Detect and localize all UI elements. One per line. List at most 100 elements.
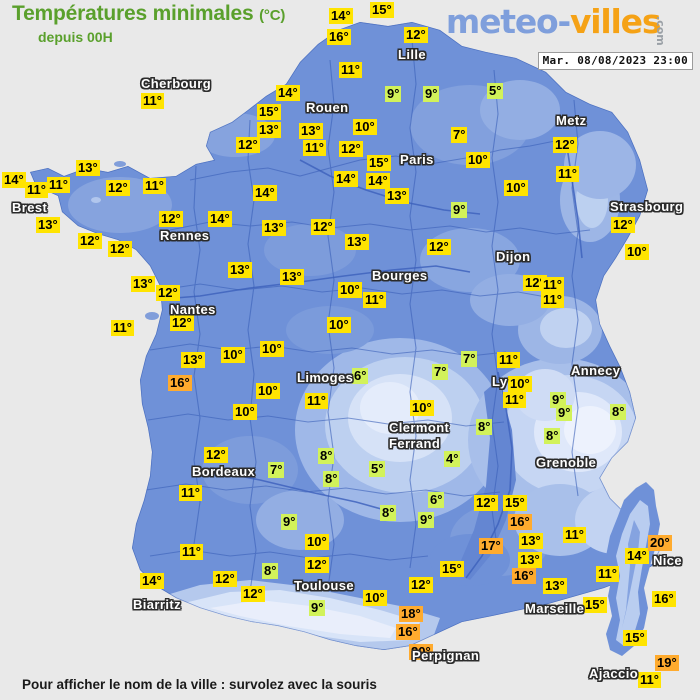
- temperature-chip[interactable]: 7°: [461, 351, 478, 367]
- city-label[interactable]: Annecy: [571, 363, 621, 378]
- temperature-chip[interactable]: 12°: [213, 571, 237, 587]
- temperature-chip[interactable]: 15°: [503, 495, 527, 511]
- temperature-chip[interactable]: 12°: [78, 233, 102, 249]
- temperature-chip[interactable]: 9°: [418, 512, 435, 528]
- temperature-chip[interactable]: 13°: [131, 276, 155, 292]
- temperature-chip[interactable]: 10°: [256, 383, 280, 399]
- temperature-chip[interactable]: 10°: [260, 341, 284, 357]
- temperature-chip[interactable]: 11°: [556, 166, 579, 182]
- city-label[interactable]: Ferrand: [389, 436, 441, 451]
- city-label[interactable]: Metz: [556, 113, 587, 128]
- temperature-chip[interactable]: 9°: [550, 392, 567, 408]
- temperature-chip[interactable]: 11°: [111, 320, 134, 336]
- city-label[interactable]: Nice: [653, 553, 683, 568]
- temperature-chip[interactable]: 9°: [556, 405, 573, 421]
- temperature-chip[interactable]: 10°: [305, 534, 329, 550]
- temperature-chip[interactable]: 8°: [323, 471, 340, 487]
- temperature-chip[interactable]: 9°: [423, 86, 440, 102]
- temperature-chip[interactable]: 14°: [329, 8, 353, 24]
- temperature-chip[interactable]: 10°: [410, 400, 434, 416]
- temperature-chip[interactable]: 15°: [370, 2, 394, 18]
- temperature-chip[interactable]: 10°: [504, 180, 528, 196]
- city-label[interactable]: Biarritz: [133, 597, 181, 612]
- temperature-chip[interactable]: 12°: [305, 557, 329, 573]
- temperature-chip[interactable]: 13°: [345, 234, 369, 250]
- city-label[interactable]: Limoges: [297, 370, 354, 385]
- temperature-chip[interactable]: 19°: [655, 655, 679, 671]
- temperature-chip[interactable]: 20°: [648, 535, 672, 551]
- temperature-chip[interactable]: 12°: [427, 239, 451, 255]
- temperature-chip[interactable]: 8°: [610, 404, 627, 420]
- temperature-chip[interactable]: 14°: [140, 573, 164, 589]
- temperature-chip[interactable]: 7°: [451, 127, 468, 143]
- temperature-chip[interactable]: 12°: [523, 275, 547, 291]
- temperature-chip[interactable]: 5°: [487, 83, 504, 99]
- temperature-chip[interactable]: 15°: [583, 597, 607, 613]
- city-label[interactable]: Grenoble: [536, 455, 597, 470]
- temperature-chip[interactable]: 11°: [305, 393, 328, 409]
- city-label[interactable]: Dijon: [496, 249, 531, 264]
- temperature-chip[interactable]: 10°: [353, 119, 377, 135]
- temperature-chip[interactable]: 10°: [338, 282, 362, 298]
- temperature-chip[interactable]: 12°: [241, 586, 265, 602]
- temperature-chip[interactable]: 11°: [47, 177, 70, 193]
- temperature-chip[interactable]: 11°: [180, 544, 203, 560]
- temperature-chip[interactable]: 10°: [327, 317, 351, 333]
- city-label[interactable]: Bordeaux: [192, 464, 256, 479]
- temperature-chip[interactable]: 9°: [281, 514, 298, 530]
- temperature-chip[interactable]: 7°: [432, 364, 449, 380]
- temperature-chip[interactable]: 15°: [367, 155, 391, 171]
- temperature-chip[interactable]: 12°: [474, 495, 498, 511]
- temperature-chip[interactable]: 8°: [476, 419, 493, 435]
- city-label[interactable]: Strasbourg: [610, 199, 684, 214]
- temperature-chip[interactable]: 11°: [541, 277, 564, 293]
- city-label[interactable]: Brest: [12, 200, 48, 215]
- temperature-chip[interactable]: 12°: [404, 27, 428, 43]
- temperature-chip[interactable]: 15°: [440, 561, 464, 577]
- temperature-chip[interactable]: 12°: [553, 137, 577, 153]
- city-label[interactable]: Perpignan: [412, 648, 480, 663]
- temperature-chip[interactable]: 11°: [596, 566, 619, 582]
- temperature-chip[interactable]: 13°: [299, 123, 323, 139]
- city-label[interactable]: Ajaccio: [589, 666, 639, 681]
- temperature-chip[interactable]: 14°: [208, 211, 232, 227]
- temperature-chip[interactable]: 15°: [623, 630, 647, 646]
- temperature-chip[interactable]: 11°: [25, 182, 48, 198]
- temperature-chip[interactable]: 11°: [143, 178, 166, 194]
- temperature-chip[interactable]: 10°: [233, 404, 257, 420]
- city-label[interactable]: Bourges: [372, 268, 428, 283]
- temperature-chip[interactable]: 14°: [276, 85, 300, 101]
- city-label[interactable]: Cherbourg: [141, 76, 212, 91]
- temperature-chip[interactable]: 9°: [451, 202, 468, 218]
- temperature-chip[interactable]: 14°: [253, 185, 277, 201]
- temperature-chip[interactable]: 10°: [625, 244, 649, 260]
- temperature-chip[interactable]: 13°: [76, 160, 100, 176]
- temperature-chip[interactable]: 10°: [221, 347, 245, 363]
- temperature-chip[interactable]: 9°: [309, 600, 326, 616]
- temperature-chip[interactable]: 18°: [399, 606, 423, 622]
- temperature-chip[interactable]: 12°: [170, 315, 194, 331]
- city-label[interactable]: Rennes: [160, 228, 210, 243]
- temperature-chip[interactable]: 14°: [366, 173, 390, 189]
- temperature-chip[interactable]: 12°: [409, 577, 433, 593]
- temperature-chip[interactable]: 13°: [257, 122, 281, 138]
- temperature-chip[interactable]: 12°: [311, 219, 335, 235]
- city-label[interactable]: Ly: [492, 374, 508, 389]
- temperature-chip[interactable]: 4°: [444, 451, 461, 467]
- temperature-chip[interactable]: 11°: [141, 93, 164, 109]
- temperature-chip[interactable]: 16°: [652, 591, 676, 607]
- temperature-chip[interactable]: 8°: [544, 428, 561, 444]
- city-label[interactable]: Clermont: [389, 420, 450, 435]
- temperature-chip[interactable]: 10°: [508, 376, 532, 392]
- temperature-chip[interactable]: 11°: [363, 292, 386, 308]
- city-label[interactable]: Toulouse: [294, 578, 355, 593]
- temperature-chip[interactable]: 13°: [519, 533, 543, 549]
- temperature-chip[interactable]: 10°: [466, 152, 490, 168]
- temperature-chip[interactable]: 7°: [268, 462, 285, 478]
- temperature-chip[interactable]: 8°: [262, 563, 279, 579]
- temperature-chip[interactable]: 16°: [396, 624, 420, 640]
- temperature-chip[interactable]: 20°: [409, 644, 433, 660]
- temperature-chip[interactable]: 11°: [339, 62, 362, 78]
- temperature-chip[interactable]: 14°: [2, 172, 26, 188]
- temperature-chip[interactable]: 10°: [363, 590, 387, 606]
